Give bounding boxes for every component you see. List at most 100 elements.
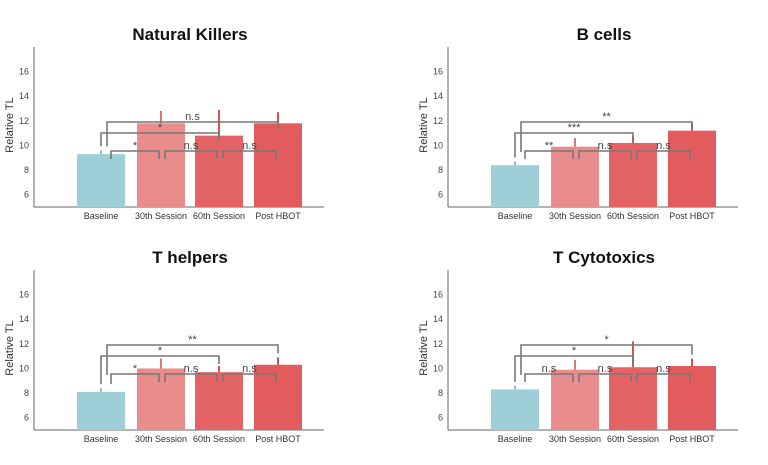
- bar: [137, 123, 185, 207]
- y-tick-label: 6: [24, 413, 29, 423]
- significance-bracket: [100, 132, 220, 147]
- significance-label: n.s: [598, 363, 613, 375]
- significance-bracket: [520, 344, 693, 375]
- category-label: 60th Session: [607, 211, 659, 221]
- significance-bracket: [110, 150, 160, 159]
- y-tick-label: 14: [19, 91, 29, 101]
- y-tick-label: 16: [19, 290, 29, 300]
- chart-panel: Natural Killers 6 8 10 12 14 16 Relative TL Base…: [4, 25, 324, 221]
- significance-bracket: [164, 150, 218, 159]
- bar: [551, 369, 599, 430]
- significance-bracket: [222, 373, 277, 382]
- category-label: Post HBOT: [669, 211, 715, 221]
- y-tick-label: 14: [433, 91, 443, 101]
- significance-label: **: [545, 140, 554, 152]
- significance-bracket: [110, 373, 160, 385]
- category-label: Post HBOT: [255, 211, 301, 221]
- significance-bracket: [524, 373, 574, 382]
- significance-label: n.s: [542, 363, 557, 375]
- significance-bracket: [636, 373, 691, 382]
- bar: [491, 165, 539, 207]
- bar: [195, 372, 243, 430]
- chart-panel: B cells 6 8 10 12 14 16 Relative TL Baseline 30th…: [418, 25, 738, 221]
- category-label: 30th Session: [135, 434, 187, 444]
- y-tick-label: 8: [24, 165, 29, 175]
- significance-bracket: [636, 150, 691, 159]
- y-tick-label: 12: [19, 116, 29, 126]
- significance-label: n.s: [242, 363, 257, 375]
- significance-label: **: [602, 111, 611, 123]
- y-tick-label: 6: [438, 413, 443, 423]
- y-axis-label: Relative TL: [4, 320, 16, 375]
- category-label: Post HBOT: [669, 434, 715, 444]
- y-axis-label: Relative TL: [418, 320, 430, 375]
- chart-title: B cells: [577, 25, 632, 44]
- bar: [254, 123, 302, 207]
- significance-label: **: [188, 334, 197, 346]
- chart-title: T helpers: [152, 248, 228, 267]
- y-tick-label: 14: [19, 314, 29, 324]
- category-label: 60th Session: [193, 211, 245, 221]
- category-label: Baseline: [498, 434, 533, 444]
- significance-label: *: [133, 140, 138, 152]
- chart-title: Natural Killers: [132, 25, 247, 44]
- category-label: Baseline: [84, 211, 119, 221]
- bar: [77, 154, 125, 207]
- y-axis-label: Relative TL: [418, 97, 430, 152]
- significance-bracket: [578, 150, 632, 159]
- significance-label: *: [604, 334, 609, 346]
- significance-label: *: [572, 345, 577, 357]
- significance-label: n.s: [598, 140, 613, 152]
- y-tick-label: 10: [19, 140, 29, 150]
- significance-label: *: [158, 345, 163, 357]
- y-tick-label: 8: [438, 165, 443, 175]
- category-label: Post HBOT: [255, 434, 301, 444]
- bar: [668, 130, 716, 207]
- significance-bracket: [524, 150, 574, 159]
- significance-label: n.s: [656, 140, 671, 152]
- y-axis-label: Relative TL: [4, 97, 16, 152]
- significance-label: n.s: [656, 363, 671, 375]
- bar: [195, 135, 243, 207]
- y-tick-label: 14: [433, 314, 443, 324]
- significance-bracket: [100, 355, 220, 385]
- bar: [491, 389, 539, 430]
- category-label: 30th Session: [549, 434, 601, 444]
- y-tick-label: 6: [438, 190, 443, 200]
- y-tick-label: 8: [438, 388, 443, 398]
- y-tick-label: 12: [19, 339, 29, 349]
- y-tick-label: 16: [433, 67, 443, 77]
- bar: [77, 391, 125, 430]
- y-tick-label: 12: [433, 339, 443, 349]
- chart-panel: T helpers 6 8 10 12 14 16 Relative TL Baseline 30…: [4, 248, 324, 444]
- significance-bracket: [514, 355, 634, 382]
- significance-label: *: [133, 363, 138, 375]
- bar: [137, 368, 185, 430]
- significance-bracket: [578, 373, 632, 382]
- bar: [551, 146, 599, 207]
- significance-label: ***: [568, 122, 582, 134]
- category-label: 60th Session: [607, 434, 659, 444]
- y-tick-label: 16: [433, 290, 443, 300]
- bar: [609, 143, 657, 207]
- significance-bracket: [164, 373, 218, 382]
- y-tick-label: 12: [433, 116, 443, 126]
- category-label: Baseline: [498, 211, 533, 221]
- chart-title: T Cytotoxics: [553, 248, 655, 267]
- y-tick-label: 6: [24, 190, 29, 200]
- significance-label: n.s: [184, 140, 199, 152]
- y-tick-label: 10: [19, 363, 29, 373]
- y-tick-label: 8: [24, 388, 29, 398]
- y-tick-label: 10: [433, 140, 443, 150]
- significance-label: n.s: [184, 363, 199, 375]
- chart-panel: T Cytotoxics 6 8 10 12 14 16 Relative TL Baselin…: [418, 248, 738, 444]
- significance-bracket: [514, 132, 634, 158]
- significance-bracket: [106, 121, 279, 147]
- bar: [668, 366, 716, 430]
- y-tick-label: 16: [19, 67, 29, 77]
- significance-bracket: [222, 150, 277, 159]
- significance-label: *: [158, 122, 163, 134]
- category-label: 30th Session: [549, 211, 601, 221]
- significance-label: n.s: [242, 140, 257, 152]
